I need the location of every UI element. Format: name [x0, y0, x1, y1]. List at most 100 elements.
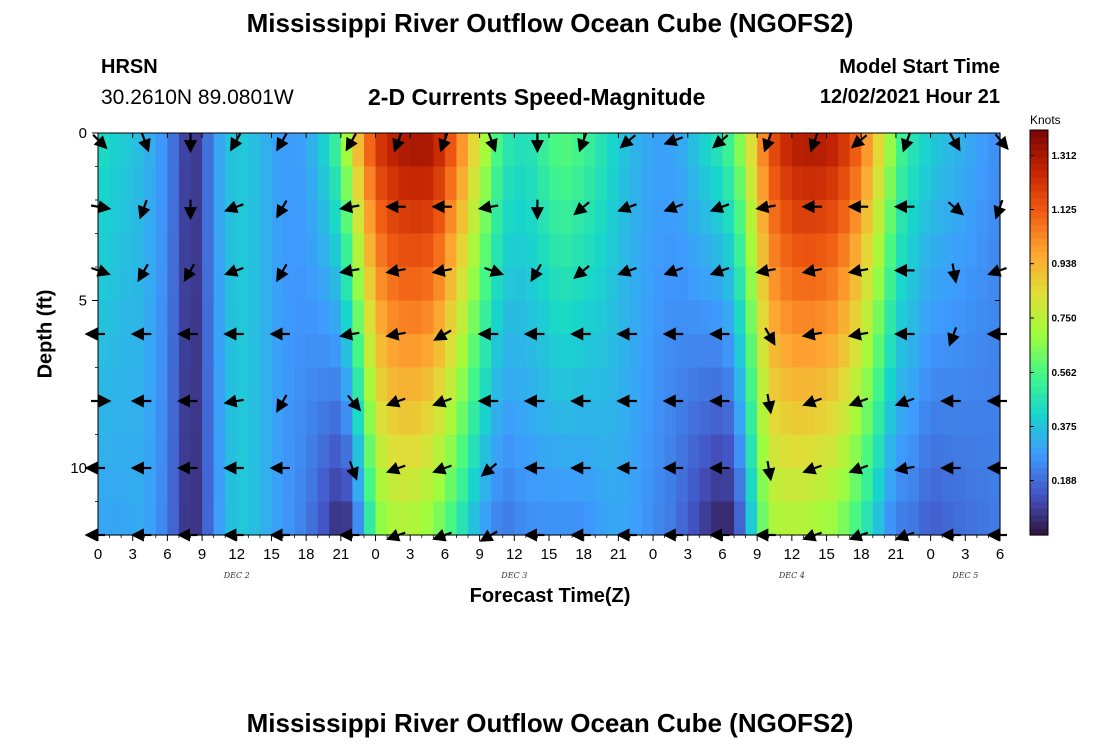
variable-title: 2-D Currents Speed-Magnitude — [368, 84, 706, 110]
current-arrow — [847, 327, 869, 341]
heatmap-cell — [826, 501, 839, 536]
heatmap-cell — [826, 133, 839, 168]
colorbar-segment — [1030, 157, 1048, 165]
heatmap-cell — [942, 367, 955, 402]
heatmap-cell — [121, 133, 134, 168]
x-tick-label: 12 — [228, 546, 245, 563]
heatmap-cell — [976, 367, 990, 402]
heatmap-cell — [618, 233, 631, 268]
colorbar-segment — [1030, 379, 1048, 388]
heatmap-cell — [491, 501, 504, 536]
heatmap-cell — [502, 367, 515, 402]
heatmap-cell — [861, 501, 874, 536]
heatmap-cell — [826, 468, 839, 503]
heatmap-cell — [560, 501, 573, 536]
heatmap-cell — [294, 334, 307, 369]
heatmap-cell — [502, 501, 515, 536]
x-tick-label: 18 — [298, 546, 315, 563]
heatmap-cell — [375, 468, 388, 503]
colorbar-segment — [1030, 285, 1048, 293]
heatmap-cell — [387, 501, 400, 536]
heatmap-cell — [953, 434, 966, 469]
heatmap-cell — [248, 468, 261, 503]
heatmap-cell — [329, 200, 342, 235]
heatmap-cell — [826, 267, 839, 302]
heatmap-cell — [444, 133, 458, 168]
heatmap-cell — [872, 300, 885, 335]
heatmap-cell — [676, 166, 689, 201]
x-tick-label: 15 — [263, 546, 280, 563]
colorbar-segment — [1030, 386, 1048, 394]
heatmap-cell — [456, 233, 469, 268]
heatmap-cell — [653, 233, 666, 268]
heatmap-cell — [537, 468, 550, 503]
heatmap-cell — [271, 434, 284, 469]
heatmap-cell — [976, 334, 990, 369]
heatmap-cell — [491, 233, 504, 268]
current-arrow — [433, 328, 452, 341]
heatmap-cell — [965, 300, 978, 335]
heatmap-cell — [641, 434, 654, 469]
heatmap-cell — [329, 133, 342, 168]
heatmap-cell — [618, 434, 631, 469]
x-tick-label: 9 — [198, 546, 206, 563]
y-tick-label: 5 — [79, 293, 87, 310]
heatmap-cell — [398, 166, 411, 201]
x-tick-label: 18 — [575, 546, 592, 563]
x-tick-label: 3 — [406, 546, 414, 563]
heatmap-cell — [433, 334, 446, 369]
heatmap-cell — [988, 166, 1001, 201]
heatmap-cell — [872, 401, 885, 436]
heatmap-cell — [953, 200, 966, 235]
heatmap-cell — [919, 200, 932, 235]
heatmap-cell — [387, 300, 400, 335]
heatmap-cell — [803, 133, 816, 168]
heatmap-cell — [248, 200, 261, 235]
heatmap-cell — [352, 200, 365, 235]
heatmap-cell — [803, 401, 816, 436]
heatmap-cell — [421, 434, 434, 469]
heatmap-cell — [734, 468, 747, 503]
current-arrow — [948, 133, 961, 152]
heatmap-cell — [583, 501, 596, 536]
colorbar-tick-label: 0.750 — [1051, 314, 1076, 325]
heatmap-cell — [340, 133, 354, 168]
heatmap-cell — [687, 434, 700, 469]
heatmap-cell — [514, 334, 527, 369]
heatmap-cell — [930, 233, 943, 268]
heatmap-cell — [757, 434, 770, 469]
heatmap-cell — [421, 133, 434, 168]
heatmap-cell — [306, 434, 319, 469]
heatmap-cell — [965, 401, 978, 436]
heatmap-cell — [213, 166, 226, 201]
x-tick-label: 6 — [163, 546, 171, 563]
heatmap-cell — [410, 434, 423, 469]
heatmap-cell — [537, 200, 550, 235]
colorbar-segment — [1030, 346, 1048, 354]
heatmap-cell — [479, 267, 492, 302]
heatmap-cell — [942, 401, 955, 436]
heatmap-cell — [236, 434, 249, 469]
heatmap-cell — [433, 468, 446, 503]
heatmap-cell — [271, 300, 284, 335]
heatmap-cell — [780, 200, 793, 235]
heatmap-cell — [433, 133, 446, 168]
heatmap-cell — [745, 501, 758, 536]
heatmap-cell — [421, 166, 434, 201]
heatmap-cell — [641, 468, 654, 503]
heatmap-cell — [814, 501, 828, 536]
heatmap-cell — [687, 267, 700, 302]
heatmap-cell — [919, 367, 932, 402]
heatmap-cell — [468, 267, 481, 302]
heatmap-cell — [398, 401, 411, 436]
heatmap-cell — [225, 434, 238, 469]
colorbar-segment — [1030, 406, 1048, 415]
x-tick-label: 9 — [753, 546, 761, 563]
heatmap-cell — [976, 200, 990, 235]
heatmap-cell — [178, 133, 192, 168]
current-arrow — [847, 263, 869, 277]
day-label: DEC 5 — [951, 571, 978, 580]
heatmap-cell — [375, 434, 388, 469]
heatmap-cell — [641, 133, 654, 168]
heatmap-cell — [549, 300, 562, 335]
